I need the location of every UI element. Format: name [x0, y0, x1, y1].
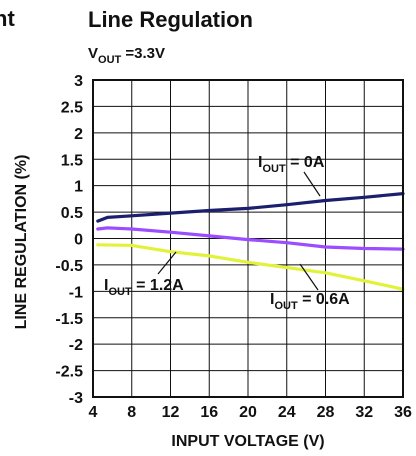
chart-subtitle: VOUT =3.3V: [88, 45, 165, 66]
annotation-iout-0a: IOUT = 0A: [258, 154, 325, 197]
left-heading-fragment: nt: [0, 6, 15, 31]
x-tick-label: 8: [127, 404, 136, 421]
annotation-iout-0-6a: IOUT = 0.6A: [270, 263, 350, 312]
y-tick-label: -1.5: [55, 311, 83, 328]
x-tick-label: 20: [239, 404, 257, 421]
plot-frame: [92, 79, 404, 398]
y-tick-label: -0.5: [55, 258, 83, 275]
x-tick-label: 4: [89, 404, 98, 421]
annotation-iout-0-6a-leader: [299, 263, 319, 291]
y-tick-label: -1: [69, 284, 83, 301]
series-layer: [96, 192, 405, 291]
series-line-2: [96, 243, 405, 291]
y-tick-label: 0: [74, 232, 83, 249]
x-tick-label: 28: [317, 404, 335, 421]
y-tick-label: 2: [74, 126, 83, 143]
annotation-iout-1-2a-leader: [157, 251, 177, 275]
y-tick-label: 0.5: [61, 205, 83, 222]
chart-title: Line Regulation: [88, 7, 253, 32]
annotation-iout-1-2a-label: IOUT = 1.2A: [104, 277, 184, 298]
y-tick-label: -2.5: [55, 364, 83, 381]
plot-area: [92, 79, 405, 398]
x-tick-label: 24: [278, 404, 296, 421]
x-tick-label: 36: [394, 404, 412, 421]
y-axis-label: LINE REGULATION (%): [13, 155, 30, 330]
annotation-iout-1-2a: IOUT = 1.2A: [104, 251, 184, 298]
x-tick-label: 16: [200, 404, 218, 421]
x-tick-labels: 4 8 12 16 20 24 28 32 36: [89, 404, 412, 421]
y-tick-labels: 3 2.5 2 1.5 1 0.5 0 -0.5 -1 -1.5 -2 -2.5 -3: [55, 73, 83, 407]
x-tick-label: 12: [162, 404, 180, 421]
annotation-iout-0-6a-label: IOUT = 0.6A: [270, 291, 350, 312]
y-tick-label: -3: [69, 390, 83, 407]
y-tick-label: 1: [74, 179, 83, 196]
series-line-1: [96, 226, 405, 251]
y-tick-label: 3: [74, 73, 83, 90]
x-tick-label: 32: [355, 404, 373, 421]
annotation-iout-0a-label: IOUT = 0A: [258, 154, 325, 175]
y-tick-label: 2.5: [61, 99, 83, 116]
y-tick-label: 1.5: [61, 152, 83, 169]
annotation-iout-0a-leader: [303, 171, 321, 197]
x-axis-label: INPUT VOLTAGE (V): [171, 433, 324, 450]
y-tick-label: -2: [69, 337, 83, 354]
series-line-0: [96, 192, 405, 223]
